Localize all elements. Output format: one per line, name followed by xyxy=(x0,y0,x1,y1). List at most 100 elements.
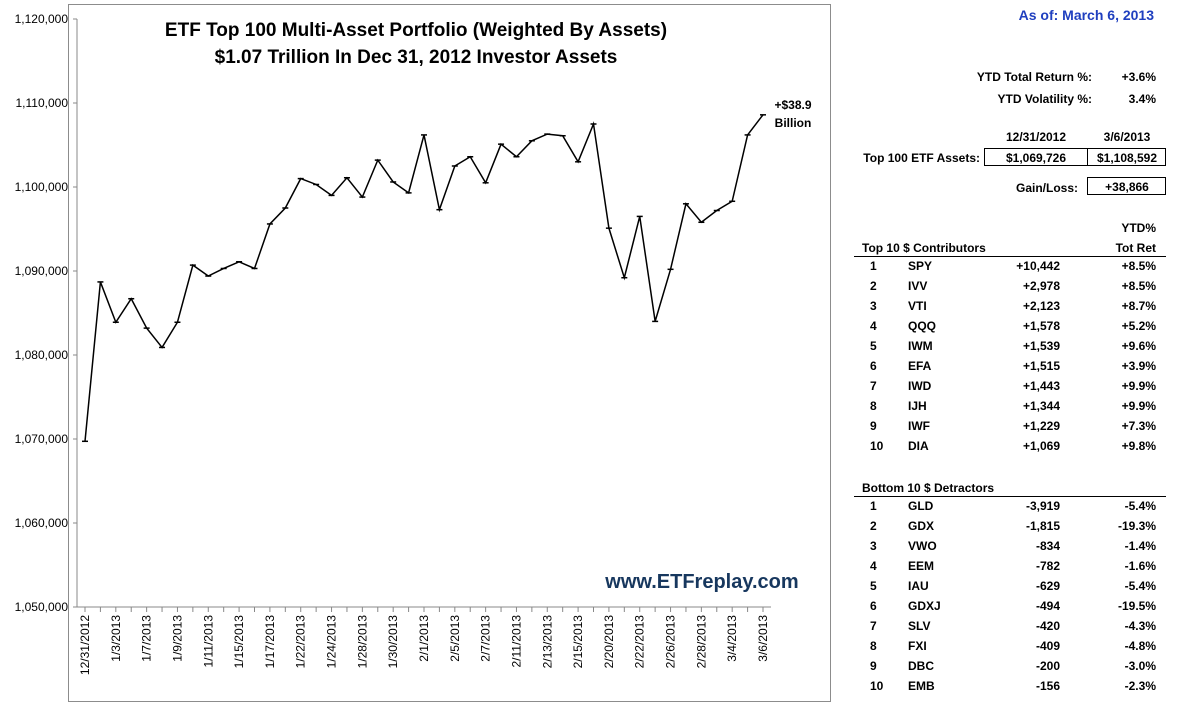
table-row: 10 DIA +1,069 +9.8% xyxy=(848,439,1168,459)
ytd-volatility-label: YTD Volatility %: xyxy=(997,92,1092,106)
ticker-cell: IWD xyxy=(908,379,932,393)
rank-cell: 9 xyxy=(870,419,877,433)
rank-cell: 1 xyxy=(870,259,877,273)
y-tick-label: 1,050,000 xyxy=(15,600,69,614)
return-cell: +9.8% xyxy=(1121,439,1156,453)
x-tick-label: 12/31/2012 xyxy=(78,615,92,675)
table-row: 1 SPY +10,442 +8.5% xyxy=(848,259,1168,279)
rank-cell: 1 xyxy=(870,499,877,513)
bottom-table-rule xyxy=(854,496,1166,497)
line-chart: ETF Top 100 Multi-Asset Portfolio (Weigh… xyxy=(15,12,812,675)
value-cell: +1,344 xyxy=(1022,399,1060,413)
table-row: 4 QQQ +1,578 +5.2% xyxy=(848,319,1168,339)
table-row: 6 GDXJ -494 -19.5% xyxy=(848,599,1168,619)
y-tick-label: 1,110,000 xyxy=(16,96,69,110)
value-cell: +2,978 xyxy=(1022,279,1060,293)
ytd-return-label: YTD Total Return %: xyxy=(976,70,1092,84)
value-cell: -1,815 xyxy=(1025,519,1060,533)
y-tick-label: 1,080,000 xyxy=(15,348,69,362)
stats-panel: As of: March 6, 2013 YTD Total Return %:… xyxy=(848,0,1168,708)
value-cell: -782 xyxy=(1035,559,1060,573)
ticker-cell: IWM xyxy=(908,339,933,353)
table-row: 1 GLD -3,919 -5.4% xyxy=(848,499,1168,519)
return-cell: -1.6% xyxy=(1124,559,1156,573)
return-cell: +9.9% xyxy=(1121,399,1156,413)
assets-start-value: $1,069,726 xyxy=(1005,151,1067,165)
value-cell: +1,515 xyxy=(1022,359,1060,373)
x-tick-label: 1/3/2013 xyxy=(109,615,123,662)
ticker-cell: IVV xyxy=(908,279,928,293)
value-cell: -200 xyxy=(1035,659,1060,673)
ticker-cell: GLD xyxy=(908,499,934,513)
return-cell: +8.5% xyxy=(1121,279,1156,293)
chart-subtitle: $1.07 Trillion In Dec 31, 2012 Investor … xyxy=(215,47,618,68)
return-cell: -4.8% xyxy=(1124,639,1156,653)
ticker-cell: IJH xyxy=(908,399,927,413)
return-cell: -2.3% xyxy=(1124,679,1156,693)
assets-end-value: $1,108,592 xyxy=(1096,151,1158,165)
ticker-cell: DIA xyxy=(908,439,929,453)
rank-cell: 8 xyxy=(870,639,877,653)
x-tick-label: 2/28/2013 xyxy=(694,615,708,669)
x-tick-label: 1/7/2013 xyxy=(140,615,154,662)
chart-axes: 1,050,000 1,060,000 1,070,000 1,080,000 1,09… xyxy=(15,12,771,675)
ytd-return-value: +3.6% xyxy=(1121,70,1156,84)
ticker-cell: SLV xyxy=(908,619,931,633)
gain-annotation-line1: +$38.9 xyxy=(774,98,811,112)
ticker-cell: GDX xyxy=(908,519,935,533)
value-cell: -3,919 xyxy=(1025,499,1060,513)
return-cell: -5.4% xyxy=(1124,499,1156,513)
value-cell: +1,443 xyxy=(1022,379,1060,393)
rank-cell: 3 xyxy=(870,539,877,553)
gain-loss-value: +38,866 xyxy=(1105,180,1149,194)
value-cell: -156 xyxy=(1035,679,1060,693)
value-cell: -494 xyxy=(1035,599,1060,613)
rank-cell: 9 xyxy=(870,659,877,673)
x-tick-label: 3/4/2013 xyxy=(725,615,739,662)
value-cell: +1,069 xyxy=(1022,439,1060,453)
value-cell: -409 xyxy=(1035,639,1060,653)
chart-frame xyxy=(68,4,831,702)
return-cell: +7.3% xyxy=(1121,419,1156,433)
x-tick-label: 2/20/2013 xyxy=(602,615,616,669)
table-row: 7 IWD +1,443 +9.9% xyxy=(848,379,1168,399)
return-cell: +9.6% xyxy=(1121,339,1156,353)
x-tick-label: 2/11/2013 xyxy=(509,615,523,668)
rank-cell: 5 xyxy=(870,339,877,353)
value-cell: +1,229 xyxy=(1022,419,1060,433)
x-tick-label: 1/11/2013 xyxy=(201,615,215,668)
rank-cell: 2 xyxy=(870,279,877,293)
x-tick-label: 1/15/2013 xyxy=(232,615,246,669)
date-end-header: 3/6/2013 xyxy=(1103,130,1151,144)
x-tick-label: 3/6/2013 xyxy=(756,615,770,662)
rank-cell: 10 xyxy=(870,439,884,453)
table-row: 3 VTI +2,123 +8.7% xyxy=(848,299,1168,319)
x-tick-label: 1/22/2013 xyxy=(294,615,308,669)
value-cell: -834 xyxy=(1035,539,1060,553)
table-row: 2 IVV +2,978 +8.5% xyxy=(848,279,1168,299)
y-tick-label: 1,090,000 xyxy=(15,264,69,278)
y-tick-label: 1,060,000 xyxy=(15,516,69,530)
gain-loss-label: Gain/Loss: xyxy=(1015,181,1078,195)
rank-cell: 4 xyxy=(870,559,877,573)
table-row: 3 VWO -834 -1.4% xyxy=(848,539,1168,559)
ytd-header-line2: Tot Ret xyxy=(1115,241,1156,255)
rank-cell: 7 xyxy=(870,619,877,633)
table-row: 8 IJH +1,344 +9.9% xyxy=(848,399,1168,419)
x-tick-label: 1/17/2013 xyxy=(263,615,277,669)
rank-cell: 4 xyxy=(870,319,877,333)
rank-cell: 3 xyxy=(870,299,877,313)
return-cell: -4.3% xyxy=(1124,619,1156,633)
as-of-date: As of: March 6, 2013 xyxy=(1018,7,1154,23)
x-tick-label: 2/5/2013 xyxy=(448,615,462,662)
x-tick-label: 2/13/2013 xyxy=(540,615,554,669)
table-row: 9 DBC -200 -3.0% xyxy=(848,659,1168,679)
ticker-cell: EFA xyxy=(908,359,932,373)
return-cell: +3.9% xyxy=(1121,359,1156,373)
assets-end-box xyxy=(1087,148,1166,166)
table-row: 4 EEM -782 -1.6% xyxy=(848,559,1168,579)
rank-cell: 7 xyxy=(870,379,877,393)
value-cell: +1,539 xyxy=(1022,339,1060,353)
table-row: 5 IWM +1,539 +9.6% xyxy=(848,339,1168,359)
value-cell: +10,442 xyxy=(1016,259,1060,273)
